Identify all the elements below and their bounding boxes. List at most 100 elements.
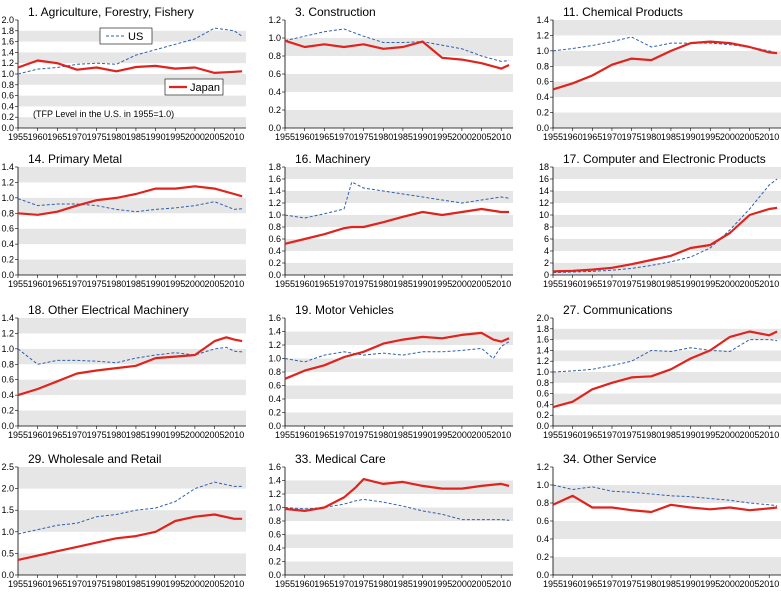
x-tick-label: 1995 [165,430,185,440]
y-tick-label: 18 [539,162,549,172]
grid-band [285,507,513,521]
x-tick-label: 2005 [740,132,760,142]
y-tick-label: 1.0 [1,527,14,537]
x-tick-label: 1960 [28,132,48,142]
y-tick-label: 0.2 [1,112,14,122]
us-series-line [284,341,510,363]
x-tick-label: 1990 [146,579,166,589]
y-tick-label: 0.2 [268,557,281,567]
x-tick-label: 1960 [295,430,315,440]
legend-us-box [99,27,153,45]
japan-series-line [284,478,510,512]
y-tick-label: 0.8 [268,516,281,526]
x-tick-label: 2005 [205,132,225,142]
y-tick-label: 0.6 [268,381,281,391]
grid-band [18,52,246,64]
y-tick-label: 0.0 [536,570,549,580]
grid-band [18,510,246,532]
x-tick-label: 2010 [224,279,244,289]
y-tick-label: 0.4 [536,92,549,102]
x-tick-label: 2010 [759,132,779,142]
legend-japan-box [164,78,224,96]
x-tick-label: 1985 [126,132,146,142]
x-tick-label: 1955 [8,579,28,589]
y-tick-label: 1.8 [536,324,549,334]
y-tick-label: 0.0 [536,421,549,431]
y-tick-label: 0.6 [268,530,281,540]
japan-series-line [552,206,778,273]
grid-band [553,415,781,426]
y-tick-label: 8 [544,222,549,232]
japan-series-line [284,331,510,380]
x-tick-label: 1970 [67,579,87,589]
y-tick-label: 1.8 [1,26,14,36]
y-tick-label: 1.4 [1,162,14,172]
x-tick-label: 1960 [28,279,48,289]
y-tick-label: 0.8 [536,61,549,71]
y-tick-label: 0.2 [536,410,549,420]
grid-band [553,263,781,275]
y-tick-label: 1.0 [1,193,14,203]
y-tick-label: 1.0 [268,210,281,220]
legend-us-label: US [128,31,143,43]
y-tick-label: 0.2 [1,406,14,416]
y-tick-label: 1.2 [536,356,549,366]
x-tick-label: 2010 [224,579,244,589]
x-tick-label: 1975 [354,279,374,289]
y-tick-label: 1.6 [1,37,14,47]
x-tick-label: 2010 [491,132,511,142]
y-tick-label: 0.0 [268,123,281,133]
grid-band [285,191,513,203]
y-tick-label: 1.4 [268,186,281,196]
x-tick-label: 1955 [8,279,28,289]
grid-band [285,239,513,251]
x-tick-label: 2000 [452,279,472,289]
x-tick-label: 2010 [491,579,511,589]
y-tick-label: 1.0 [268,33,281,43]
x-tick-label: 1985 [393,279,413,289]
y-tick-label: 0.0 [268,270,281,280]
y-tick-label: 0.4 [536,399,549,409]
us-series-line [552,178,778,274]
y-tick-label: 1.0 [536,46,549,56]
x-tick-label: 1975 [622,430,642,440]
grid-band [553,81,781,98]
x-tick-label: 2010 [491,279,511,289]
y-tick-label: 1.2 [268,15,281,25]
x-tick-label: 2005 [740,279,760,289]
x-tick-label: 1980 [106,579,126,589]
y-tick-label: 0.4 [268,543,281,553]
x-tick-label: 1970 [602,579,622,589]
y-tick-label: 1.2 [268,489,281,499]
x-tick-label: 1955 [543,279,563,289]
x-tick-label: 1960 [28,430,48,440]
x-tick-label: 2005 [205,579,225,589]
x-tick-label: 2005 [205,430,225,440]
grid-band [18,95,246,107]
x-tick-label: 2000 [720,430,740,440]
x-tick-label: 2005 [472,430,492,440]
grid-band [553,20,781,36]
y-tick-label: 0.4 [1,101,14,111]
x-tick-label: 1975 [87,132,107,142]
x-tick-label: 1990 [413,279,433,289]
x-tick-label: 2000 [452,430,472,440]
y-tick-label: 1.4 [268,327,281,337]
y-tick-label: 1.2 [268,340,281,350]
x-tick-label: 2000 [185,279,205,289]
y-tick-label: 0.8 [536,378,549,388]
y-tick-label: 2.0 [1,15,14,25]
y-tick-label: 4 [544,246,549,256]
x-tick-label: 2010 [759,579,779,589]
x-tick-label: 2010 [759,430,779,440]
x-tick-label: 1955 [275,279,295,289]
x-tick-label: 1985 [393,430,413,440]
y-tick-label: 6 [544,234,549,244]
x-tick-label: 2010 [759,279,779,289]
grid-band [285,480,513,494]
x-tick-label: 1985 [661,279,681,289]
x-tick-label: 1995 [700,579,720,589]
